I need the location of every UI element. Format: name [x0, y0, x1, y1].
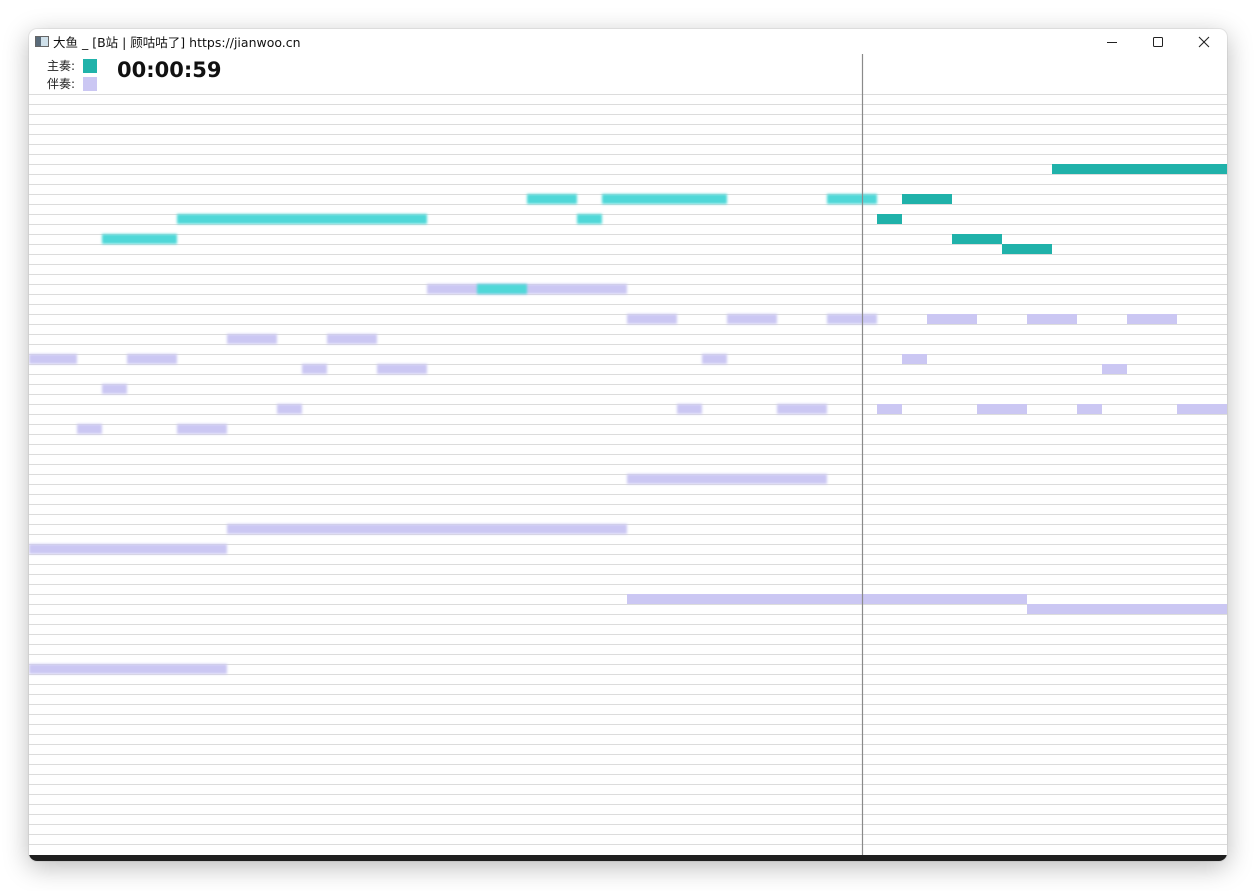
piano-roll	[29, 54, 1227, 855]
legend-main: 主奏:	[47, 57, 98, 74]
maximize-icon	[1153, 36, 1163, 47]
accomp-note	[227, 524, 627, 534]
main-note	[1002, 244, 1052, 254]
accomp-note	[29, 664, 227, 674]
accomp-note	[727, 314, 777, 324]
accomp-note	[277, 404, 302, 414]
main-note	[877, 214, 902, 224]
accomp-note	[1027, 314, 1077, 324]
main-note	[952, 234, 1002, 244]
main-note	[477, 284, 527, 294]
accomp-note	[377, 364, 427, 374]
main-note	[177, 214, 427, 224]
playback-timer: 00:00:59	[117, 58, 222, 82]
main-note	[902, 194, 952, 204]
accomp-note	[1027, 604, 1227, 614]
title-bar[interactable]: 大鱼 _ [B站 | 顾咕咕了] https://jianwoo.cn	[29, 29, 1227, 54]
bottom-edge-bar	[29, 855, 1227, 861]
accomp-note	[977, 404, 1027, 414]
accomp-note	[702, 354, 727, 364]
accomp-note	[1102, 364, 1127, 374]
close-icon	[1198, 36, 1210, 47]
accomp-note	[1077, 404, 1102, 414]
accomp-note	[327, 334, 377, 344]
main-note	[827, 194, 877, 204]
app-window: 大鱼 _ [B站 | 顾咕咕了] https://jianwoo.cn 主奏: …	[29, 29, 1227, 861]
accomp-note	[827, 314, 877, 324]
legend-main-label: 主奏:	[47, 59, 76, 73]
legend-accomp: 伴奏:	[47, 75, 98, 92]
accomp-note	[127, 354, 177, 364]
window-title: 大鱼 _ [B站 | 顾咕咕了] https://jianwoo.cn	[53, 35, 301, 50]
accomp-note	[1127, 314, 1177, 324]
maximize-button[interactable]	[1135, 29, 1181, 54]
accomp-note	[677, 404, 702, 414]
legend-main-swatch	[83, 58, 98, 73]
accomp-note	[177, 424, 227, 434]
accomp-note	[627, 594, 1027, 604]
main-note	[102, 234, 177, 244]
accomp-note	[77, 424, 102, 434]
main-note	[577, 214, 602, 224]
accomp-note	[877, 404, 902, 414]
legend-accomp-label: 伴奏:	[47, 77, 76, 91]
accomp-note	[627, 314, 677, 324]
accomp-note	[927, 314, 977, 324]
accomp-note	[29, 544, 227, 554]
app-icon	[35, 36, 49, 47]
piano-roll-area: 主奏: 伴奏: 00:00:59	[29, 54, 1227, 855]
legend-accomp-swatch	[83, 76, 98, 91]
minimize-icon	[1107, 41, 1117, 43]
minimize-button[interactable]	[1089, 29, 1135, 54]
main-note	[602, 194, 727, 204]
close-button[interactable]	[1181, 29, 1227, 54]
accomp-note	[227, 334, 277, 344]
accomp-note	[29, 354, 77, 364]
accomp-note	[102, 384, 127, 394]
main-note	[1052, 164, 1227, 174]
accomp-note	[627, 474, 827, 484]
main-note	[527, 194, 577, 204]
accomp-note	[302, 364, 327, 374]
accomp-note	[902, 354, 927, 364]
accomp-note	[777, 404, 827, 414]
accomp-note	[1177, 404, 1227, 414]
